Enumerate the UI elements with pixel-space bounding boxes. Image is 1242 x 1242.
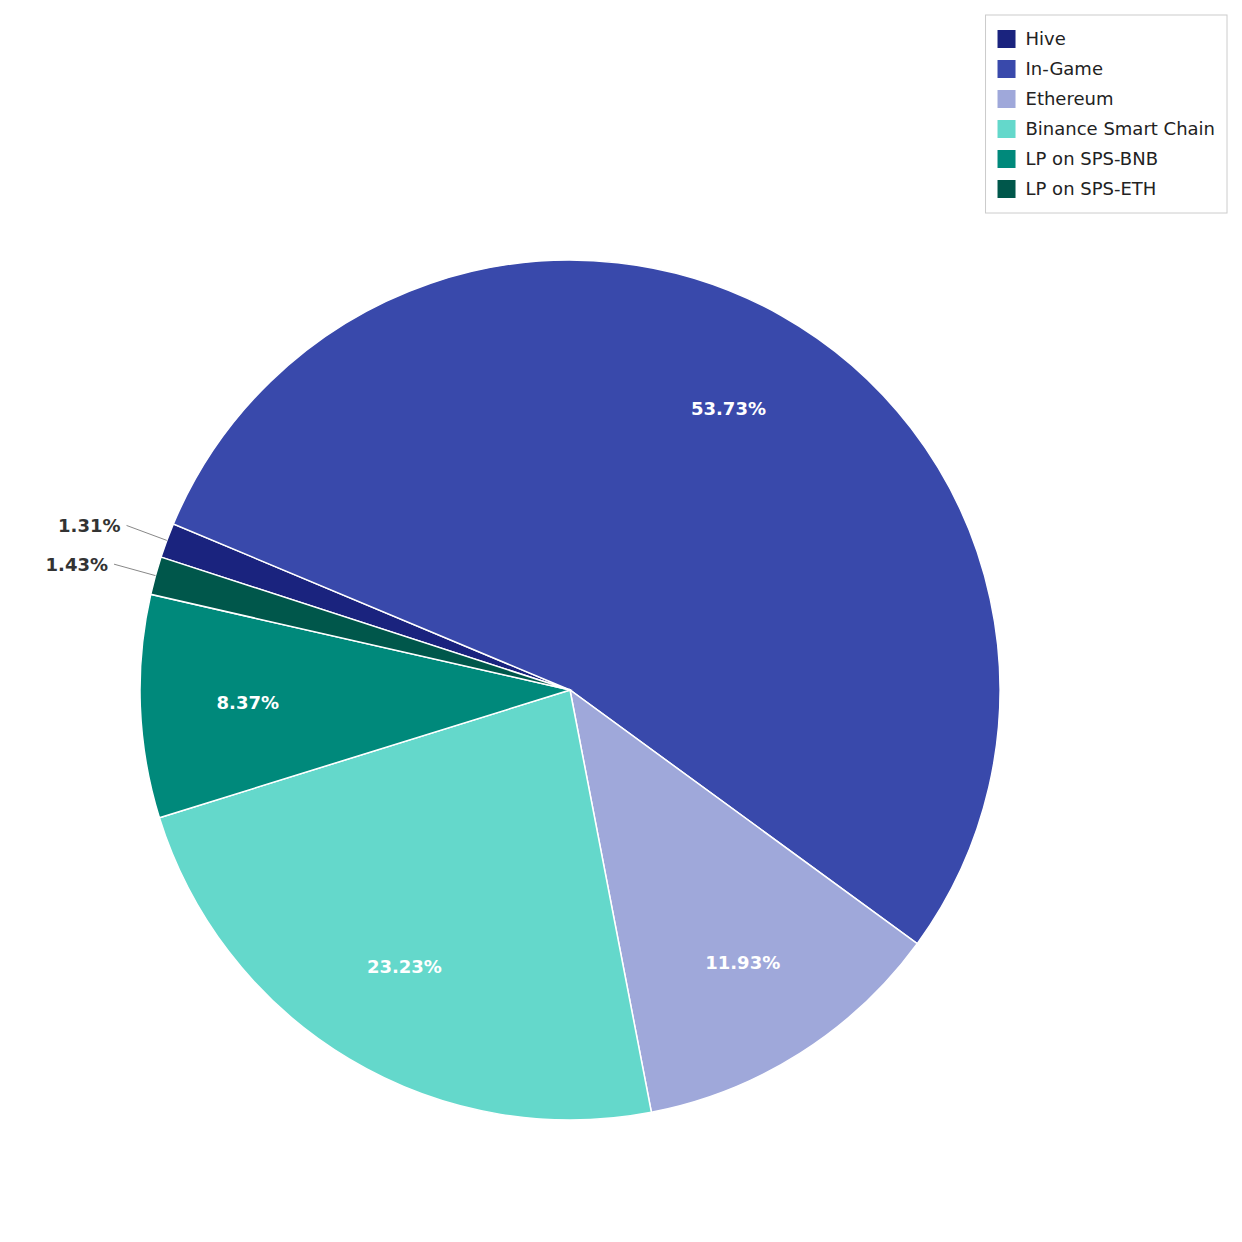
legend-swatch [998,120,1016,138]
legend-item: LP on SPS-BNB [998,148,1158,169]
legend-item: Ethereum [998,88,1114,109]
leader-line [114,564,155,575]
data-label: 53.73% [691,398,766,419]
pie: 1.31% 53.73% 11.93% 23.23% 8.37% 1.43% [46,260,1000,1120]
legend-swatch [998,30,1016,48]
data-label: 8.37% [217,692,279,713]
legend-item: Binance Smart Chain [998,118,1215,139]
leader-line [127,525,167,540]
data-labels: 1.31% 53.73% 11.93% 23.23% 8.37% 1.43% [46,398,781,977]
legend-item: In-Game [998,58,1103,79]
data-label: 1.31% [58,515,120,536]
slice [151,557,570,690]
legend-swatch [998,60,1016,78]
legend-label: Hive [1026,28,1066,49]
legend-label: LP on SPS-BNB [1026,148,1158,169]
legend-item: LP on SPS-ETH [998,178,1157,199]
legend-label: Binance Smart Chain [1026,118,1215,139]
legend-frame [986,15,1227,213]
data-label: 11.93% [705,952,780,973]
legend-label: LP on SPS-ETH [1026,178,1157,199]
chart: 1.31% 53.73% 11.93% 23.23% 8.37% 1.43% Hive In-… [0,0,1242,1242]
data-label: 23.23% [367,956,442,977]
legend-swatch [998,180,1016,198]
legend: Hive In-Game Ethereum Binance Smart Chain LP… [986,15,1227,213]
slices [140,260,1000,1120]
legend-swatch [998,150,1016,168]
legend-label: In-Game [1026,58,1103,79]
legend-label: Ethereum [1026,88,1114,109]
legend-swatch [998,90,1016,108]
legend-item: Hive [998,28,1066,49]
data-label: 1.43% [46,553,108,574]
